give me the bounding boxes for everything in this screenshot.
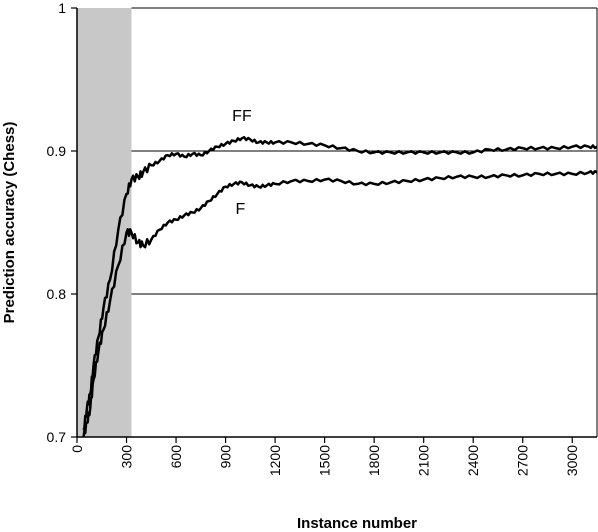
series-line-f bbox=[82, 170, 598, 438]
series-label-ff: FF bbox=[232, 108, 252, 125]
y-tick-label-1: 1 bbox=[58, 0, 66, 16]
x-tick-label-600: 600 bbox=[168, 445, 184, 469]
series-label-f: F bbox=[235, 201, 245, 218]
series-line-ff bbox=[82, 136, 598, 431]
y-axis-title: Prediction accuracy (Chess) bbox=[1, 122, 18, 324]
x-tick-label-0: 0 bbox=[69, 445, 85, 453]
x-axis-title: Instance number bbox=[297, 515, 417, 532]
y-tick-label-0.7: 0.7 bbox=[47, 429, 67, 445]
y-tick-label-0.9: 0.9 bbox=[47, 143, 67, 159]
x-tick-label-2400: 2400 bbox=[465, 445, 481, 476]
x-tick-label-300: 300 bbox=[119, 445, 135, 469]
x-tick-label-2700: 2700 bbox=[515, 445, 531, 476]
y-tick-label-0.8: 0.8 bbox=[47, 286, 67, 302]
x-tick-label-1500: 1500 bbox=[317, 445, 333, 476]
x-tick-label-3000: 3000 bbox=[564, 445, 580, 476]
x-tick-label-1800: 1800 bbox=[366, 445, 382, 476]
shaded-region bbox=[77, 8, 132, 437]
x-tick-label-900: 900 bbox=[218, 445, 234, 469]
x-tick-label-1200: 1200 bbox=[267, 445, 283, 476]
x-tick-label-2100: 2100 bbox=[416, 445, 432, 476]
